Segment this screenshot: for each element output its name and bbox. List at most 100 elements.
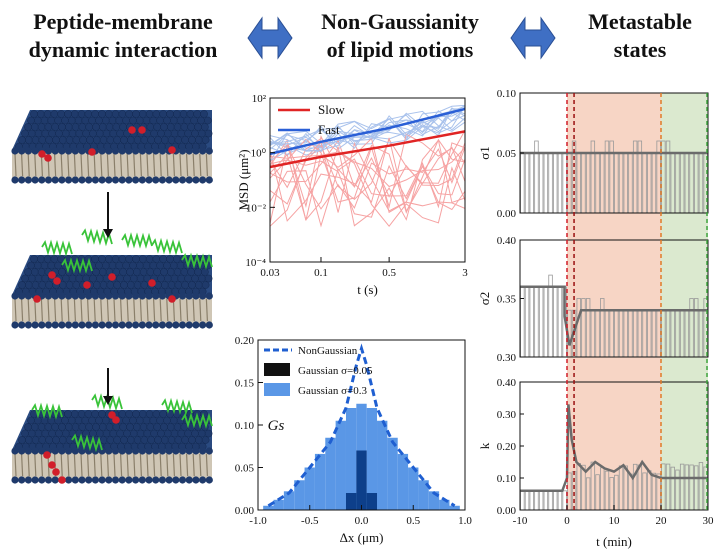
lipid-head bbox=[38, 176, 46, 184]
fast-trajectory bbox=[270, 104, 465, 152]
lipid-tail bbox=[126, 298, 129, 322]
lipid-head bbox=[96, 274, 104, 283]
gaussian-wide-bar bbox=[418, 480, 429, 510]
lipid-head bbox=[82, 129, 90, 138]
lipid-head bbox=[163, 129, 172, 138]
y-tick-label: 0.15 bbox=[235, 378, 255, 390]
lipid-head bbox=[159, 410, 167, 418]
state-bar bbox=[534, 490, 539, 511]
lipid-head bbox=[188, 281, 196, 289]
lipid-head bbox=[158, 292, 166, 300]
lipid-head bbox=[24, 176, 32, 184]
y-tick-label: 0.30 bbox=[497, 352, 517, 364]
y-tick-label: 10⁰ bbox=[251, 148, 267, 160]
lipid-head bbox=[88, 116, 96, 125]
lipid-head bbox=[111, 147, 120, 155]
lipid-head bbox=[179, 110, 188, 118]
lipid-head bbox=[180, 268, 189, 276]
double-arrow-icon bbox=[247, 16, 293, 60]
state-bar bbox=[548, 152, 553, 214]
lipid-head bbox=[11, 176, 19, 184]
lipid-head bbox=[61, 116, 69, 125]
lipid-head bbox=[194, 123, 202, 131]
lipid-tail bbox=[205, 453, 208, 477]
lipid-head bbox=[188, 436, 196, 444]
lipid-head bbox=[24, 447, 32, 455]
gaussian-wide-bar bbox=[439, 499, 450, 510]
lipid-head bbox=[118, 476, 126, 484]
lipid-tail bbox=[67, 153, 70, 177]
lipid-head bbox=[108, 116, 117, 125]
down-arrow-head bbox=[103, 229, 113, 238]
lipid-head bbox=[38, 447, 46, 455]
lipid-head bbox=[34, 261, 42, 270]
lipid-head bbox=[178, 147, 187, 155]
lipid-head bbox=[177, 274, 186, 283]
lipid-tail bbox=[27, 298, 30, 322]
lipid-head bbox=[176, 261, 185, 270]
lipid-head bbox=[38, 436, 47, 444]
state-line bbox=[520, 404, 708, 493]
x-tick-label: 0.5 bbox=[382, 267, 396, 279]
y-tick-label: 0.00 bbox=[235, 505, 255, 517]
lipid-head bbox=[194, 436, 203, 444]
lipid-head bbox=[177, 429, 186, 438]
state-bar bbox=[534, 286, 539, 358]
lipid-head bbox=[84, 110, 93, 118]
lipid-head bbox=[174, 136, 183, 144]
lipid-tail bbox=[113, 153, 116, 177]
lipid-head bbox=[102, 429, 111, 438]
lipid-head bbox=[166, 268, 175, 276]
lipid-head bbox=[37, 423, 46, 431]
gaussian-narrow-bar bbox=[356, 450, 367, 510]
lipid-head bbox=[115, 261, 124, 270]
lipid-tail bbox=[113, 298, 116, 322]
lipid-head bbox=[45, 281, 54, 289]
lipid-tail bbox=[192, 453, 195, 477]
lipid-head bbox=[105, 476, 113, 484]
lipid-head bbox=[91, 176, 99, 184]
lipid-head bbox=[96, 129, 104, 138]
x-tick-label: 30 bbox=[703, 515, 715, 527]
lipid-tail bbox=[146, 453, 149, 477]
lipid-head bbox=[158, 321, 166, 329]
lipid-head bbox=[152, 410, 161, 418]
lipid-head bbox=[81, 416, 90, 425]
lipid-head bbox=[139, 268, 148, 276]
lipid-head bbox=[138, 447, 146, 455]
gaussian-wide-bar bbox=[449, 505, 460, 510]
lipid-head bbox=[62, 429, 70, 438]
membrane-slab-2 bbox=[11, 228, 213, 329]
lipid-head bbox=[65, 136, 74, 144]
lipid-head bbox=[185, 176, 193, 184]
lipid-head bbox=[37, 268, 46, 276]
lipid-head bbox=[173, 268, 182, 276]
state-bar bbox=[538, 152, 544, 214]
lipid-head bbox=[138, 176, 146, 184]
lipid-tail bbox=[60, 453, 63, 477]
msd-chart: 0.03 0.1 0.5 3 10² 10⁰ 10⁻² 10⁻⁴ t (s) MSD (μm²) S… bbox=[236, 93, 468, 297]
lipid-head bbox=[146, 123, 155, 131]
slow-trajectory bbox=[270, 137, 465, 189]
lipid-head bbox=[158, 176, 166, 184]
lipid-tail bbox=[120, 453, 123, 477]
gaussian-wide-bar bbox=[397, 453, 409, 510]
lipid-head bbox=[24, 123, 32, 131]
lipid-head bbox=[58, 292, 66, 300]
lipid-head bbox=[160, 268, 168, 276]
lipid-head bbox=[18, 436, 26, 444]
lipid-head bbox=[172, 447, 180, 455]
panel-ylabel: σ1 bbox=[477, 146, 492, 160]
lipid-head bbox=[78, 123, 87, 131]
slow-trajectory bbox=[270, 141, 465, 227]
lipid-tail bbox=[47, 298, 50, 322]
lipid-head bbox=[44, 147, 53, 155]
lipid-tail bbox=[192, 153, 195, 177]
lipid-head bbox=[129, 429, 138, 438]
lipid-head bbox=[191, 274, 199, 283]
lipid-tail bbox=[159, 453, 162, 477]
lipid-head bbox=[98, 410, 106, 418]
lipid-head bbox=[143, 429, 152, 438]
lipid-head bbox=[156, 416, 164, 425]
lipid-head bbox=[127, 136, 135, 144]
